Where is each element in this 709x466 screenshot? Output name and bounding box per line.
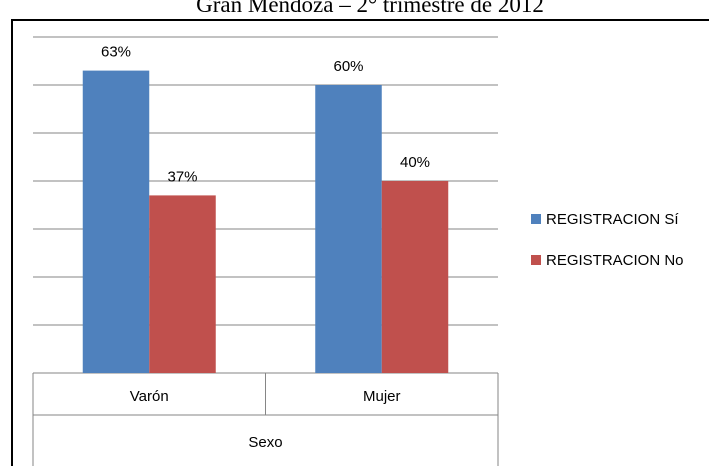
data-label: 60% (333, 58, 363, 75)
data-label: 40% (400, 154, 430, 171)
bar (149, 195, 216, 373)
bar (82, 70, 150, 373)
x-tick-label: Mujer (363, 388, 401, 405)
chart-frame (11, 19, 709, 466)
x-tick-label: Varón (130, 388, 169, 405)
bar (315, 85, 382, 373)
legend-label: REGISTRACION Sí (546, 211, 679, 228)
chart-title: Gran Mendoza – 2° trimestre de 2012 (196, 0, 544, 17)
legend-swatch (531, 255, 541, 265)
x-axis-label: Sexo (248, 434, 282, 451)
data-label: 63% (101, 44, 131, 61)
legend-label: REGISTRACION No (546, 252, 684, 269)
bar (381, 181, 449, 373)
data-label: 37% (167, 168, 197, 185)
legend-swatch (531, 214, 541, 224)
